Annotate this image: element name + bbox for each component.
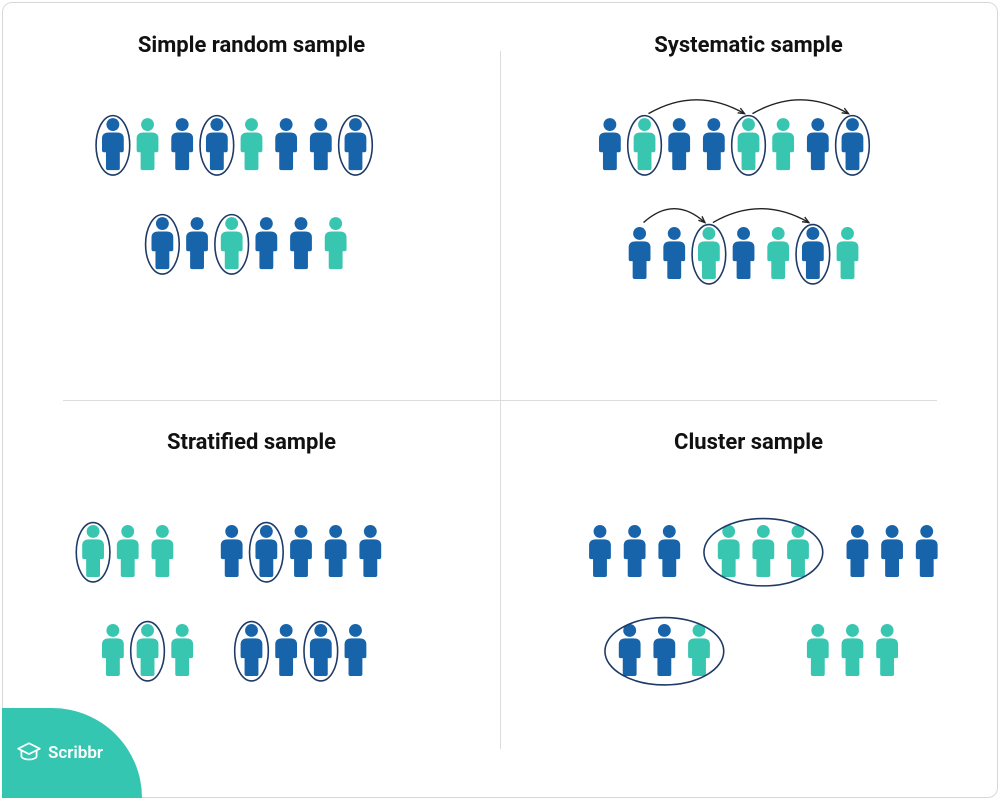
person-icon <box>807 624 829 676</box>
person-icon <box>186 217 208 269</box>
person-icon <box>137 118 159 170</box>
person-icon <box>881 525 903 577</box>
person-icon <box>847 525 869 577</box>
person-icon <box>359 525 381 577</box>
systematic-arrow <box>644 209 705 223</box>
title-cluster: Cluster sample <box>520 430 977 455</box>
person-icon <box>787 525 809 577</box>
person-icon <box>807 118 829 170</box>
person-icon <box>290 217 312 269</box>
person-icon <box>206 118 228 170</box>
person-icon <box>345 624 367 676</box>
person-icon <box>310 624 332 676</box>
infographic-frame: Simple random sample Systematic sample S… <box>2 2 998 798</box>
systematic-arrow <box>648 100 744 114</box>
person-icon <box>82 525 104 577</box>
person-icon <box>658 525 680 577</box>
panel-cluster: Cluster sample <box>500 400 997 797</box>
person-icon <box>255 525 277 577</box>
canvas-simple-random <box>23 78 480 375</box>
person-icon <box>629 227 651 279</box>
person-icon <box>255 217 277 269</box>
person-icon <box>137 624 159 676</box>
canvas-cluster <box>520 475 977 772</box>
panel-simple-random: Simple random sample <box>3 3 500 400</box>
person-icon <box>221 525 243 577</box>
person-icon <box>102 624 124 676</box>
person-icon <box>634 118 656 170</box>
person-icon <box>241 118 263 170</box>
person-icon <box>802 227 824 279</box>
person-icon <box>772 118 794 170</box>
person-icon <box>171 118 193 170</box>
panel-systematic: Systematic sample <box>500 3 997 400</box>
person-icon <box>624 525 646 577</box>
logo-text: Scribbr <box>48 743 103 763</box>
person-icon <box>102 118 124 170</box>
person-icon <box>171 624 193 676</box>
person-icon <box>876 624 898 676</box>
person-icon <box>275 118 297 170</box>
person-icon <box>275 624 297 676</box>
person-icon <box>117 525 139 577</box>
person-icon <box>703 118 725 170</box>
person-icon <box>752 525 774 577</box>
person-icon <box>241 624 263 676</box>
person-icon <box>151 217 173 269</box>
person-icon <box>668 118 690 170</box>
title-simple-random: Simple random sample <box>23 33 480 58</box>
person-icon <box>767 227 789 279</box>
person-icon <box>221 217 243 269</box>
person-icon <box>718 525 740 577</box>
person-icon <box>310 118 332 170</box>
panel-grid: Simple random sample Systematic sample S… <box>3 3 997 797</box>
person-icon <box>325 217 347 269</box>
graduation-cap-icon <box>16 740 42 766</box>
canvas-systematic <box>520 78 977 375</box>
person-icon <box>599 118 621 170</box>
person-icon <box>290 525 312 577</box>
systematic-arrow <box>713 209 809 223</box>
person-icon <box>653 624 675 676</box>
title-stratified: Stratified sample <box>23 430 480 455</box>
title-systematic: Systematic sample <box>520 33 977 58</box>
person-icon <box>325 525 347 577</box>
person-icon <box>842 118 864 170</box>
person-icon <box>151 525 173 577</box>
person-icon <box>698 227 720 279</box>
systematic-arrow <box>752 100 848 114</box>
person-icon <box>738 118 760 170</box>
person-icon <box>842 624 864 676</box>
person-icon <box>589 525 611 577</box>
person-icon <box>733 227 755 279</box>
person-icon <box>837 227 859 279</box>
person-icon <box>619 624 641 676</box>
person-icon <box>688 624 710 676</box>
person-icon <box>663 227 685 279</box>
person-icon <box>916 525 938 577</box>
person-icon <box>345 118 367 170</box>
